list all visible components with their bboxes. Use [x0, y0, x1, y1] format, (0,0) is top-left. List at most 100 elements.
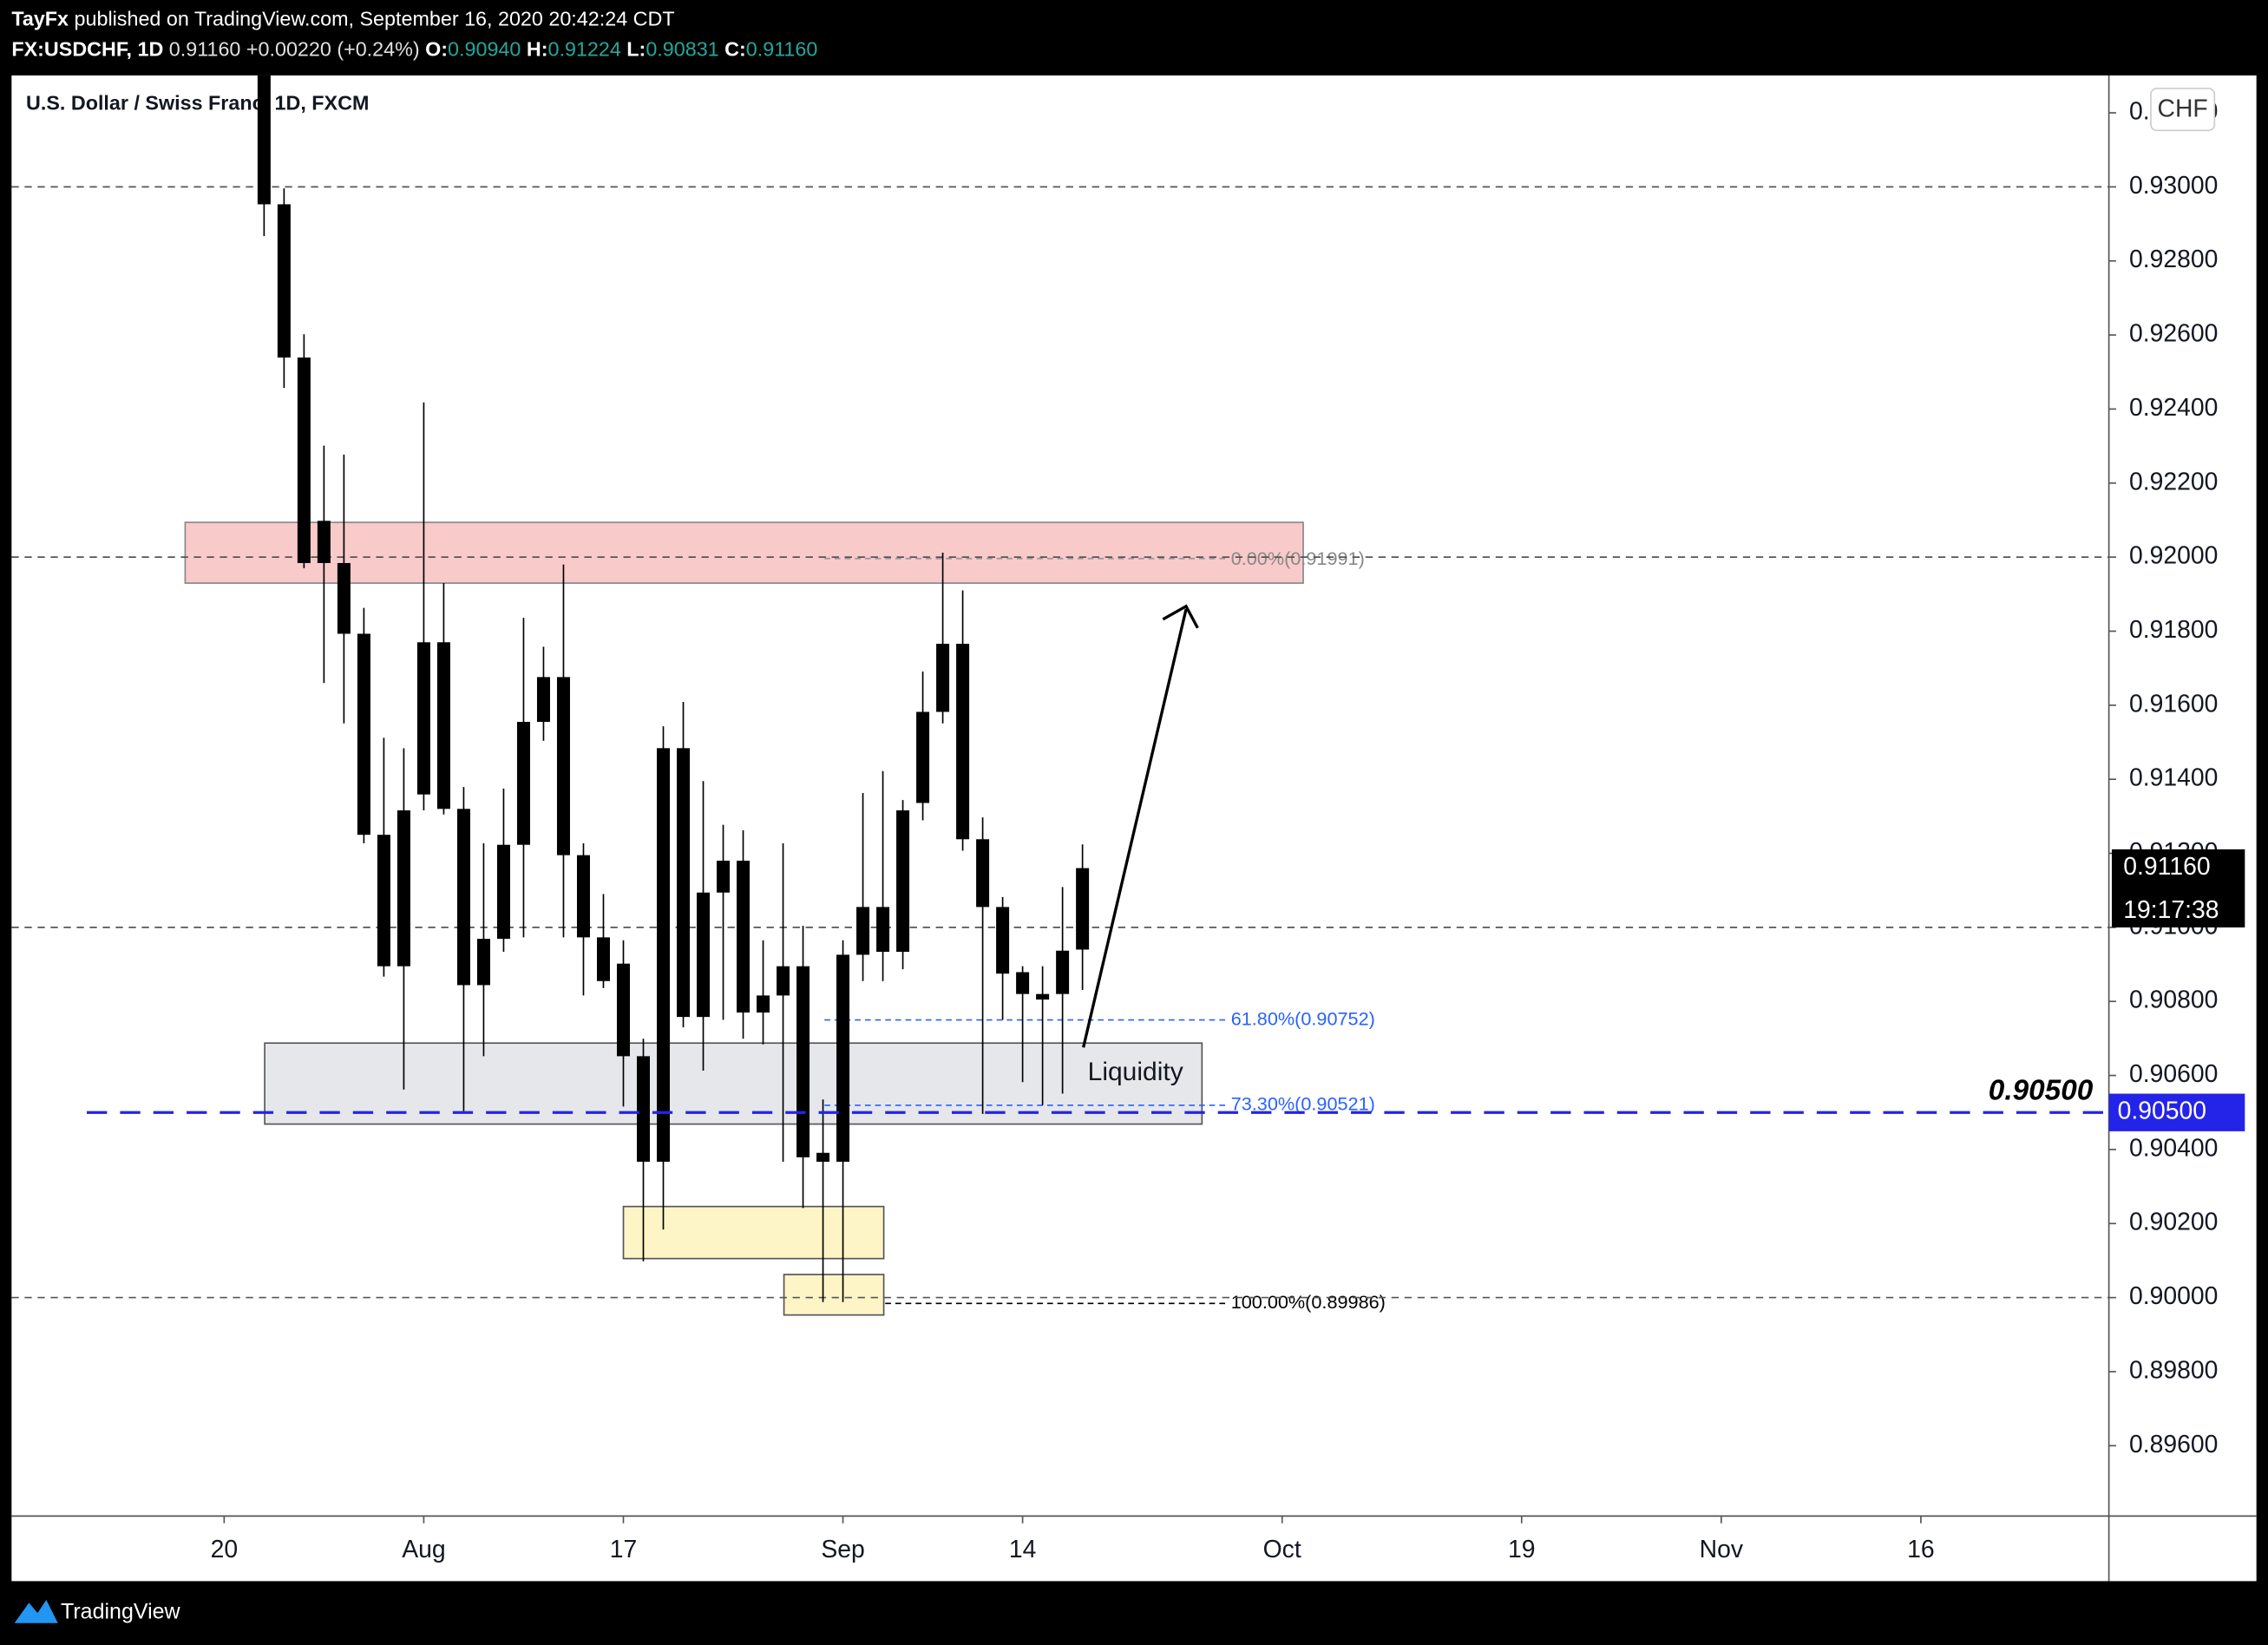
candle-body — [677, 748, 691, 1018]
o-value: 0.90940 — [448, 38, 521, 61]
candle-body — [297, 357, 311, 563]
x-tick-label: Sep — [821, 1536, 864, 1563]
candle-body — [556, 677, 570, 855]
resistance-zone — [184, 521, 1304, 584]
candle-body — [596, 937, 610, 981]
y-tick-label: 0.92800 — [2129, 246, 2218, 273]
annotation: Liquidity — [1088, 1058, 1183, 1086]
candle-body — [416, 642, 430, 795]
axes: 0.89600 0.89800 0.90000 0.90200 0.90400 0.906… — [211, 98, 2219, 1563]
candle-body — [856, 907, 870, 955]
header-line: TayFx published on TradingView.com, Sept… — [11, 8, 674, 30]
fib-label: 73.30%(0.90521) — [1231, 1093, 1375, 1115]
l-label: L: — [626, 38, 646, 61]
candle-body — [496, 844, 510, 940]
h-value: 0.91224 — [547, 38, 620, 61]
y-tick-label: 0.92400 — [2129, 394, 2218, 422]
arrow-head — [1162, 604, 1199, 629]
key-level-badge-label: 0.90500 — [2118, 1098, 2206, 1125]
logo — [14, 1600, 58, 1623]
last-price-label: 0.91160 — [2123, 853, 2210, 881]
x-tick-label: 19 — [1508, 1536, 1536, 1563]
published: published on TradingView.com, September … — [75, 8, 675, 30]
y-tick-label: 0.93000 — [2129, 172, 2218, 200]
footer: TradingView — [61, 1600, 181, 1624]
symbol: FX:USDCHF, 1D — [11, 38, 163, 61]
candle-body — [936, 643, 950, 712]
key-level-text: 0.90500 — [1989, 1075, 2094, 1107]
author: TayFx — [11, 8, 69, 30]
x-tick-label: 17 — [610, 1536, 638, 1563]
candle-body — [777, 966, 790, 996]
x-tick-label: 20 — [211, 1536, 239, 1563]
x-tick-label: Nov — [1700, 1536, 1744, 1563]
candle-body — [1056, 950, 1070, 994]
candle-body — [757, 995, 770, 1013]
y-tick-label: 0.89600 — [2129, 1431, 2218, 1458]
y-tick-label: 0.91800 — [2129, 616, 2218, 644]
fib-label: 0.00%(0.91991) — [1231, 547, 1365, 569]
arrow — [1082, 608, 1188, 1048]
x-tick-label: Aug — [402, 1536, 445, 1563]
candle-body — [1016, 972, 1030, 994]
change: +0.00220 (+0.24%) — [246, 38, 420, 61]
y-tick-label: 0.90400 — [2129, 1134, 2218, 1162]
candle-body — [976, 839, 990, 908]
y-tick-label: 0.91400 — [2129, 764, 2218, 792]
chart-title: U.S. Dollar / Swiss Franc, 1D, FXCM — [26, 91, 369, 114]
x-tick-label: Oct — [1263, 1536, 1301, 1563]
x-tick-label: 14 — [1009, 1536, 1037, 1563]
y-tick-label: 0.92000 — [2129, 542, 2218, 570]
y-tick-label: 0.92600 — [2129, 320, 2218, 348]
candle-body — [337, 562, 351, 634]
candle-body — [697, 892, 711, 1018]
candle-body — [1076, 868, 1090, 950]
c-label: C: — [724, 38, 746, 61]
y-tick-label: 0.89800 — [2129, 1356, 2218, 1384]
candle-body — [397, 810, 410, 967]
l-value: 0.90831 — [646, 38, 718, 61]
candle-body — [896, 810, 910, 953]
y-tick-label: 0.90200 — [2129, 1209, 2218, 1236]
candle-body — [816, 1152, 830, 1162]
candle-body — [796, 966, 810, 1157]
y-tick-label: 0.90600 — [2129, 1060, 2218, 1088]
y-tick-label: 0.90800 — [2129, 986, 2218, 1014]
candle-body — [836, 954, 850, 1162]
candle-body — [737, 861, 751, 1013]
fib-label: 100.00%(0.89986) — [1231, 1291, 1386, 1313]
candle-body — [576, 855, 590, 938]
candle-body — [956, 643, 970, 840]
candle-body — [277, 204, 291, 358]
candle-body — [616, 963, 630, 1057]
currency-box — [2150, 88, 2216, 132]
candle-body — [717, 861, 731, 893]
y-tick-label: 0.92200 — [2129, 468, 2218, 495]
candle-body — [357, 633, 370, 836]
candle-body — [436, 642, 450, 809]
c-value: 0.91160 — [746, 38, 818, 61]
h-label: H: — [527, 38, 548, 61]
candle-body — [916, 711, 930, 803]
currency: CHF — [2158, 95, 2208, 122]
candle-body — [636, 1056, 650, 1162]
candle-body — [996, 907, 1010, 974]
candle-body — [516, 722, 530, 845]
candle-body — [456, 809, 470, 986]
y-tick-label: 0.91600 — [2129, 690, 2218, 718]
key-level-badge — [2108, 1093, 2245, 1131]
support-zone — [622, 1205, 885, 1260]
liquidity-zone — [264, 1042, 1203, 1125]
candle-body — [656, 748, 670, 1162]
last-price-badge — [2111, 849, 2245, 927]
candle-body — [257, 75, 271, 205]
countdown: 19:17:38 — [2123, 896, 2219, 924]
candle-body — [876, 907, 890, 953]
o-label: O: — [425, 38, 448, 61]
x-tick-label: 16 — [1907, 1536, 1935, 1563]
candle-body — [377, 835, 390, 967]
fib-label: 61.80%(0.90752) — [1231, 1007, 1375, 1029]
candle-body — [317, 521, 331, 563]
plot — [11, 75, 2109, 1302]
